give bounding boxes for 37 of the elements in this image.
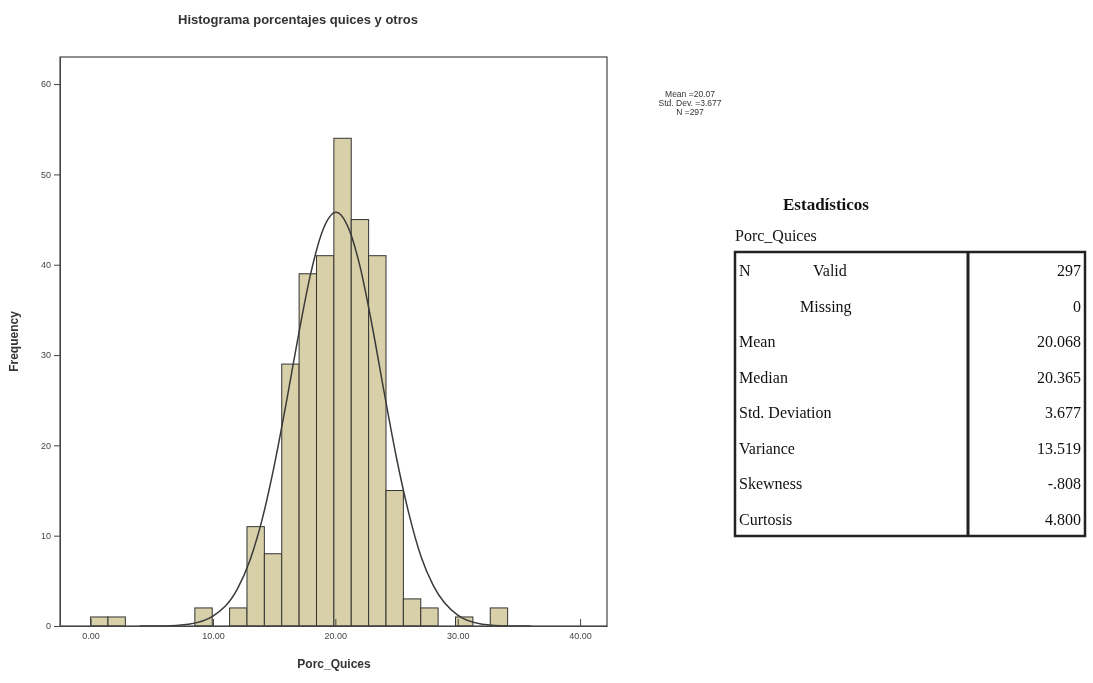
text: Valid [813, 262, 847, 279]
text: Mean =20.07 [665, 89, 716, 99]
text: 0 [1073, 297, 1081, 315]
text: Variance [739, 439, 795, 457]
y-tick-label: 40 [40, 260, 51, 271]
text: 13.519 [1037, 439, 1081, 457]
chart-title: Histograma porcentajes quices y otros [178, 12, 418, 27]
y-axis-title: Frequency [7, 310, 21, 372]
text: Std. Dev. =3.677 [658, 98, 722, 108]
y-tick-label: 60 [40, 79, 51, 90]
text: Porc_Quices [735, 227, 817, 244]
x-tick-label: 30.00 [446, 630, 470, 641]
x-tick-label: 40.00 [569, 630, 592, 641]
text: 20.365 [1037, 368, 1081, 386]
text: N =297 [676, 107, 705, 117]
text: 20.068 [1037, 333, 1081, 350]
text: 4.800 [1045, 510, 1081, 528]
y-tick-label: 50 [40, 169, 51, 180]
text: Curtosis [739, 510, 793, 528]
text: Std. Deviation [739, 404, 832, 421]
x-tick-label: 0.00 [82, 630, 100, 641]
text: Missing [800, 297, 852, 316]
y-tick-label: 20 [40, 440, 51, 451]
y-tick-label: 30 [40, 350, 51, 361]
x-tick-label: 10.00 [202, 630, 225, 641]
x-tick-label: 20.00 [324, 630, 348, 641]
text: Skewness [739, 475, 803, 492]
y-tick-label: 0 [45, 621, 51, 632]
text: Median [739, 368, 788, 386]
text: -.808 [1047, 475, 1081, 492]
x-axis-title: Porc_Quices [297, 657, 372, 671]
text: N [739, 262, 751, 279]
text: 297 [1057, 262, 1081, 279]
text: 3.677 [1045, 404, 1081, 421]
text: Mean [739, 333, 776, 350]
y-tick-label: 10 [40, 531, 51, 542]
text: Estadísticos [783, 195, 870, 214]
